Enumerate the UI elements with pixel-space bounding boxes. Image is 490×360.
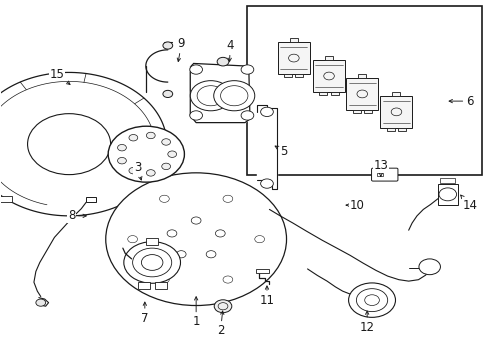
- Circle shape: [241, 111, 254, 120]
- Bar: [438, 184, 458, 205]
- Bar: [295, 74, 303, 77]
- Text: 12: 12: [360, 311, 375, 333]
- Bar: [155, 282, 167, 289]
- Circle shape: [147, 132, 155, 139]
- Circle shape: [118, 144, 126, 151]
- Circle shape: [168, 151, 176, 157]
- Bar: [0, 196, 12, 202]
- Circle shape: [190, 111, 202, 120]
- Circle shape: [162, 163, 171, 170]
- Circle shape: [217, 57, 229, 66]
- Bar: [331, 92, 339, 95]
- Text: 3: 3: [134, 161, 142, 180]
- Polygon shape: [257, 105, 277, 189]
- Circle shape: [348, 283, 395, 318]
- Circle shape: [190, 81, 231, 111]
- Polygon shape: [190, 63, 250, 123]
- Bar: [86, 197, 97, 202]
- Circle shape: [261, 179, 273, 188]
- Circle shape: [214, 81, 255, 111]
- Text: 6: 6: [449, 95, 473, 108]
- Bar: [256, 269, 270, 273]
- Circle shape: [27, 114, 111, 175]
- Bar: [247, 6, 482, 175]
- Bar: [346, 78, 378, 110]
- Text: 14: 14: [461, 195, 477, 212]
- Bar: [284, 74, 292, 77]
- Text: 1: 1: [193, 297, 200, 328]
- Bar: [392, 92, 400, 96]
- Bar: [364, 110, 372, 113]
- Circle shape: [147, 170, 155, 176]
- Bar: [290, 38, 298, 42]
- Bar: [138, 282, 150, 289]
- Circle shape: [163, 90, 172, 98]
- Bar: [398, 128, 406, 131]
- Circle shape: [190, 65, 202, 74]
- Circle shape: [261, 107, 273, 117]
- Bar: [319, 92, 327, 95]
- Circle shape: [129, 167, 138, 174]
- Bar: [325, 56, 333, 60]
- Circle shape: [129, 135, 138, 141]
- Bar: [380, 96, 413, 128]
- Bar: [313, 60, 345, 92]
- Text: 4: 4: [226, 39, 234, 62]
- Circle shape: [124, 242, 180, 283]
- Bar: [278, 42, 310, 74]
- Text: 5: 5: [275, 145, 288, 158]
- Text: 8: 8: [68, 210, 86, 222]
- Circle shape: [118, 157, 126, 164]
- Circle shape: [241, 65, 254, 74]
- Bar: [358, 74, 366, 78]
- Text: 10: 10: [346, 199, 365, 212]
- FancyBboxPatch shape: [371, 168, 398, 181]
- Bar: [147, 238, 158, 244]
- Bar: [441, 178, 455, 183]
- Text: 9: 9: [177, 37, 185, 62]
- Circle shape: [36, 299, 46, 306]
- Bar: [377, 173, 383, 176]
- Text: 15: 15: [49, 68, 70, 85]
- Text: 7: 7: [141, 302, 148, 325]
- Circle shape: [163, 42, 172, 49]
- Circle shape: [419, 259, 441, 275]
- Text: 2: 2: [217, 311, 224, 337]
- Circle shape: [214, 300, 232, 313]
- Bar: [387, 128, 395, 131]
- Bar: [353, 110, 361, 113]
- Text: 11: 11: [260, 286, 274, 307]
- Circle shape: [106, 173, 287, 306]
- Circle shape: [162, 139, 171, 145]
- Text: 13: 13: [373, 159, 388, 176]
- Circle shape: [108, 126, 184, 182]
